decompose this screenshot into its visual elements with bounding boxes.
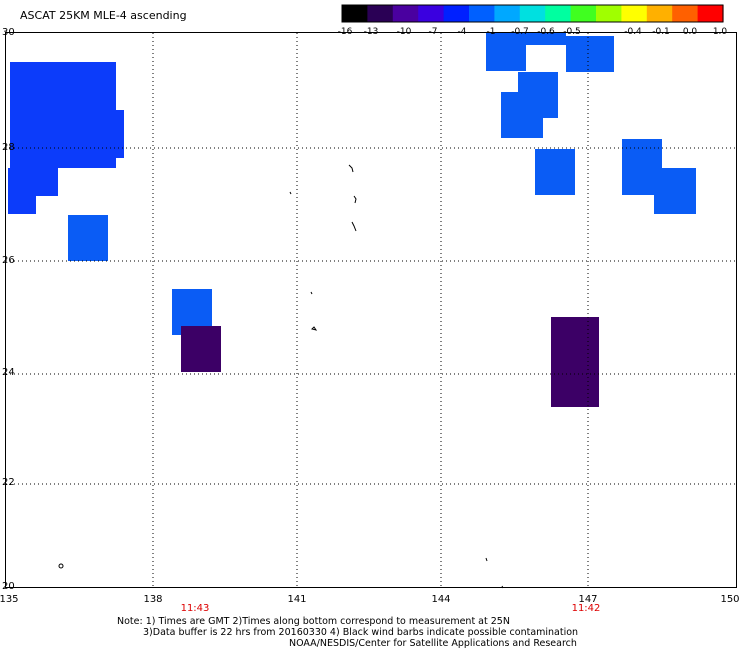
colorbar-segment	[596, 5, 622, 22]
lat-label: 22	[2, 477, 15, 488]
colorbar-segment	[646, 5, 673, 22]
lat-label: 20	[2, 581, 15, 592]
map-frame	[5, 32, 737, 588]
colorbar-tick: -0.7	[511, 27, 529, 37]
data-cell	[654, 168, 696, 214]
data-cell	[8, 194, 36, 214]
colorbar-frame	[341, 4, 724, 23]
colorbar-segment	[367, 5, 394, 22]
island-outline	[310, 291, 313, 295]
lon-label: 144	[431, 594, 451, 605]
colorbar-segment	[621, 5, 648, 22]
colorbar-segment	[392, 5, 419, 22]
data-cell	[526, 33, 566, 45]
lat-lon-grid	[6, 33, 736, 587]
colorbar-tick: -0.4	[624, 27, 642, 37]
lon-label: 141	[287, 594, 307, 605]
data-cell	[566, 36, 614, 72]
colorbar-tick: -4	[457, 27, 467, 37]
colorbar-segment	[697, 5, 724, 22]
colorbar-segment	[494, 5, 521, 22]
colorbar-tick: 1.0	[712, 27, 728, 37]
colorbar-tick: -0.1	[652, 27, 670, 37]
data-cell	[8, 168, 58, 196]
colorbar-tick: 0.0	[682, 27, 698, 37]
lat-label: 30	[2, 27, 15, 38]
data-cell	[501, 92, 543, 138]
island-outline	[289, 191, 292, 195]
lat-label: 24	[2, 367, 15, 378]
colorbar-tick: -7	[428, 27, 438, 37]
colorbar-tick: -10	[396, 27, 412, 37]
colorbar-tick: -0.5	[563, 27, 581, 37]
lat-label: 26	[2, 255, 15, 266]
colorbar-segment	[545, 5, 572, 22]
colorbar-tick: -0.6	[537, 27, 555, 37]
colorbar-tick: -16	[337, 27, 353, 37]
lon-label: 138	[143, 594, 163, 605]
colorbar-segment	[469, 5, 495, 22]
island-outline	[353, 195, 357, 204]
data-cell	[68, 215, 108, 261]
colorbar-segment	[342, 5, 368, 22]
island-outline	[348, 164, 354, 173]
footnote-line-1: Note: 1) Times are GMT 2)Times along bot…	[117, 616, 510, 627]
pass-time-label: 11:42	[571, 603, 601, 614]
island-outline	[311, 326, 318, 331]
map-title: ASCAT 25KM MLE-4 ascending	[20, 9, 187, 22]
data-cell	[106, 110, 124, 158]
footnote-line-2: 3)Data buffer is 22 hrs from 20160330 4)…	[143, 627, 579, 638]
colorbar-segment	[672, 5, 699, 22]
data-cell	[551, 317, 599, 407]
data-cell	[181, 326, 221, 372]
island-outlines	[58, 164, 504, 589]
footnote-credit: NOAA/NESDIS/Center for Satellite Applica…	[289, 638, 577, 649]
island-outline	[485, 557, 488, 562]
colorbar	[341, 4, 724, 23]
colorbar-tick: -1	[486, 27, 496, 37]
data-cell	[486, 33, 526, 71]
colorbar-segment	[418, 5, 445, 22]
lon-label: 150	[720, 594, 740, 605]
colorbar-segment	[519, 5, 546, 22]
colorbar-tick: -13	[363, 27, 379, 37]
colorbar-segment	[570, 5, 597, 22]
colorbar-segment	[443, 5, 470, 22]
island-outline	[58, 563, 64, 569]
data-cells	[8, 33, 696, 407]
pass-time-label: 11:43	[180, 603, 210, 614]
data-cell	[98, 98, 116, 118]
lat-label: 28	[2, 142, 15, 153]
lon-label: 135	[0, 594, 19, 605]
lon-label: 147	[578, 594, 598, 605]
data-cell	[535, 149, 575, 195]
island-outline	[351, 221, 357, 232]
